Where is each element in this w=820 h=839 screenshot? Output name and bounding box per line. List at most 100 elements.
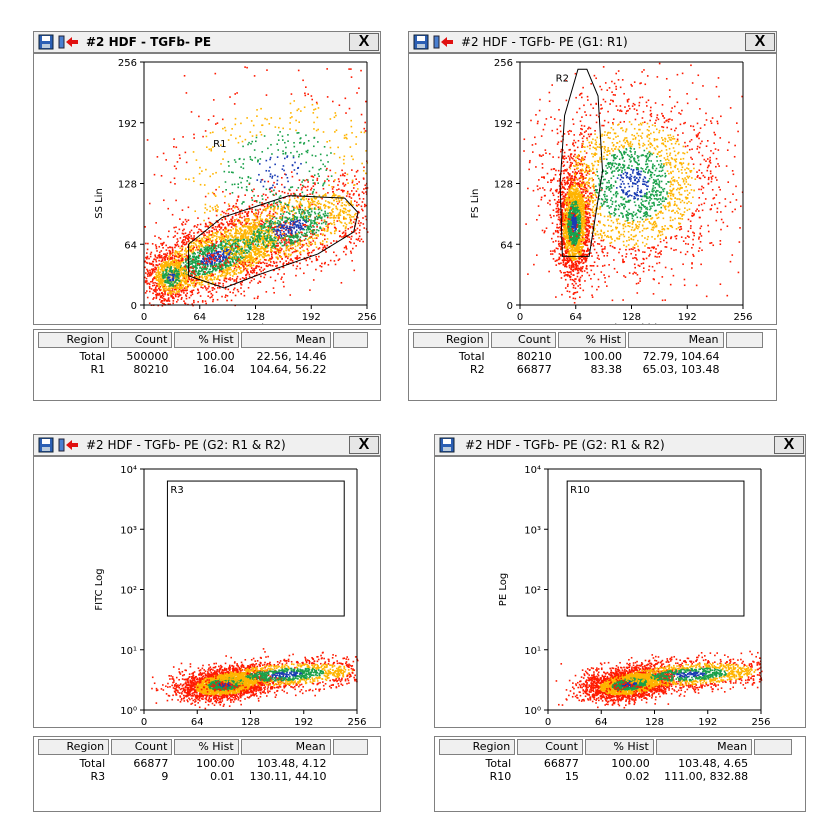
table-cell: 9 xyxy=(161,770,169,783)
column-header-0[interactable]: Region xyxy=(413,332,489,348)
table-cell: 130.11, 44.10 xyxy=(249,770,327,783)
column-header-3[interactable]: Mean xyxy=(240,332,331,348)
stats-table: Region Count% Hist Mean Total 66877 100.00 103… xyxy=(434,736,806,812)
column-header-1[interactable]: Count xyxy=(111,739,173,755)
gate-arrow-icon[interactable] xyxy=(58,437,80,453)
column-header-0[interactable]: Region xyxy=(37,739,110,755)
column-header-2[interactable]: % Hist xyxy=(585,739,654,755)
close-button[interactable]: X xyxy=(745,33,775,51)
x-tick-label: 192 xyxy=(294,717,313,727)
save-icon[interactable] xyxy=(38,34,54,50)
x-tick-label: 0 xyxy=(141,312,147,323)
panel-titlebar[interactable]: #2 HDF - TGFb- PE (G1: R1) X xyxy=(408,31,777,53)
stats-header-row: Region Count% Hist Mean xyxy=(411,332,774,348)
save-icon[interactable] xyxy=(413,34,429,50)
stats-header-row: Region Count% Hist Mean xyxy=(36,739,378,755)
table-cell: 103.48, 4.65 xyxy=(678,757,749,770)
panel-titlebar[interactable]: #2 HDF - TGFb- PE (G2: R1 & R2) X xyxy=(434,434,806,456)
table-cell: 72.79, 104.64 xyxy=(642,350,720,363)
gate-arrow-icon[interactable] xyxy=(58,34,80,50)
table-row: Total 80210 100.00 72.79, 104.64 xyxy=(411,350,774,364)
region-label: R1 xyxy=(213,139,226,150)
x-tick-label: 192 xyxy=(698,717,717,727)
x-tick-label: 0 xyxy=(517,312,523,323)
panel-pulsewidth-vs-fs: #2 HDF - TGFb- PE (G1: R1) X R2 0 64 128 192… xyxy=(408,31,777,401)
column-header-3[interactable]: Mean xyxy=(628,332,724,348)
x-tick-label: 256 xyxy=(733,312,752,323)
x-tick-label: 0 xyxy=(141,717,147,727)
table-cell: 103.48, 4.12 xyxy=(256,757,327,770)
table-cell: 15 xyxy=(564,770,579,783)
column-header-1[interactable]: Count xyxy=(517,739,583,755)
y-tick-label: 10⁰ xyxy=(524,706,541,717)
x-tick-label: 128 xyxy=(622,312,641,323)
column-header-1[interactable]: Count xyxy=(111,332,173,348)
table-cell: Total xyxy=(458,350,485,363)
events xyxy=(555,650,763,702)
table-cell: R2 xyxy=(469,363,485,376)
stats-table: Region Count% Hist Mean Total 500000 100.00 22… xyxy=(33,329,381,401)
panel-titlebar[interactable]: #2 HDF - TGFb- PE X xyxy=(33,31,381,53)
y-tick-label: 0 xyxy=(507,301,513,312)
table-cell: 100.00 xyxy=(196,350,235,363)
table-cell: 0.02 xyxy=(625,770,650,783)
column-header-3[interactable]: Mean xyxy=(240,739,331,755)
close-button[interactable]: X xyxy=(349,33,379,51)
events xyxy=(557,655,712,709)
column-header-0[interactable]: Region xyxy=(37,332,110,348)
region-r10-gate[interactable] xyxy=(566,480,745,617)
table-cell: R10 xyxy=(489,770,512,783)
panel-fs-vs-fitc: #2 HDF - TGFb- PE (G2: R1 & R2) X R3 0 64 1… xyxy=(33,434,381,812)
y-tick-label: 10³ xyxy=(524,525,541,536)
save-icon[interactable] xyxy=(38,437,54,453)
x-tick-label: 128 xyxy=(241,717,260,727)
gate-arrow-icon[interactable] xyxy=(433,34,455,50)
region-label: R3 xyxy=(170,485,183,496)
stats-header-row: Region Count% Hist Mean xyxy=(36,332,378,348)
region-r1-gate[interactable] xyxy=(188,195,359,289)
column-header-0[interactable]: Region xyxy=(439,739,516,755)
y-axis-label: FITC Log xyxy=(94,568,105,610)
table-row: Total 66877 100.00 103.48, 4.12 xyxy=(36,757,378,771)
table-cell: Total xyxy=(79,350,106,363)
y-axis-label: PE Log xyxy=(498,573,509,606)
region-r3-gate[interactable] xyxy=(166,480,345,617)
column-header-2[interactable]: % Hist xyxy=(174,739,239,755)
table-cell: 83.38 xyxy=(590,363,623,376)
y-tick-label: 10⁴ xyxy=(120,465,137,476)
table-cell: 0.01 xyxy=(210,770,235,783)
y-tick-label: 256 xyxy=(494,58,513,69)
table-row: Total 500000 100.00 22.56, 14.46 xyxy=(36,350,378,364)
column-header-2[interactable]: % Hist xyxy=(557,332,626,348)
table-cell: R3 xyxy=(90,770,106,783)
y-tick-label: 128 xyxy=(118,180,137,191)
x-tick-label: 256 xyxy=(347,717,366,727)
column-header-filler xyxy=(754,739,793,755)
column-header-2[interactable]: % Hist xyxy=(174,332,239,348)
events xyxy=(144,235,213,307)
close-button[interactable]: X xyxy=(349,436,379,454)
region-r2-gate[interactable] xyxy=(559,68,604,257)
events xyxy=(144,66,368,300)
y-tick-label: 0 xyxy=(131,301,137,312)
events xyxy=(151,651,359,701)
region-label: R2 xyxy=(556,73,569,84)
table-cell: 100.00 xyxy=(583,350,623,363)
stats-table: Region Count% Hist Mean Total 66877 100.00 103… xyxy=(33,736,381,812)
y-tick-label: 64 xyxy=(124,240,137,251)
save-icon[interactable] xyxy=(439,437,455,453)
x-tick-label: 64 xyxy=(191,717,204,727)
scatter-plot: R306412819225610⁰10¹10²10³10⁴FS LinFITC … xyxy=(94,465,367,739)
column-header-3[interactable]: Mean xyxy=(655,739,753,755)
table-cell: 66877 xyxy=(133,757,169,770)
plot-area: R1006412819225610⁰10¹10²10³10⁴FS LinPE L… xyxy=(434,456,806,739)
y-tick-label: 256 xyxy=(118,58,137,69)
panel-titlebar[interactable]: #2 HDF - TGFb- PE (G2: R1 & R2) X xyxy=(33,434,381,456)
column-header-filler xyxy=(332,739,369,755)
close-button[interactable]: X xyxy=(774,436,804,454)
panel-fs-vs-pe: #2 HDF - TGFb- PE (G2: R1 & R2) X R10 0 64… xyxy=(434,434,806,812)
column-header-1[interactable]: Count xyxy=(490,332,556,348)
x-tick-label: 128 xyxy=(246,312,265,323)
table-cell: 100.00 xyxy=(196,757,235,770)
table-cell: 16.04 xyxy=(203,363,235,376)
